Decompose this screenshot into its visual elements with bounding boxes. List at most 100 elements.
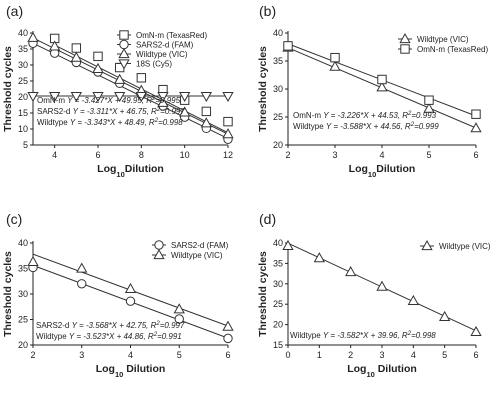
data-point — [114, 91, 126, 103]
data-point — [125, 296, 136, 306]
data-point — [92, 62, 104, 73]
legend-label: 18S (Cy5) — [136, 60, 172, 69]
chart-panel: (a) 5 10 15 20 25 30 35 40 4 6 8 10 12 Threshold cycle… — [2, 3, 234, 179]
x-axis-title: Log10 Dilution — [347, 363, 417, 379]
x-tick-label: 6 — [225, 350, 230, 360]
regression-equation: OmN-m Y = -3.427*X + 49.95, R2=0.995 — [37, 96, 181, 105]
data-point — [313, 252, 325, 263]
data-point — [376, 280, 388, 291]
x-axis-title-sub: 10 — [368, 170, 376, 179]
legend-label: Wildtype (VIC) — [439, 242, 491, 251]
x-axis-title-rest: Dilution — [125, 163, 164, 175]
data-point — [27, 31, 39, 42]
data-point — [179, 91, 191, 103]
equation-body: Y = -3.311*X + 46.75, R — [73, 107, 157, 116]
data-point — [173, 303, 185, 314]
x-axis-title-main: Log — [96, 363, 115, 375]
x-tick-label: 5 — [177, 350, 182, 360]
data-point — [135, 91, 147, 103]
x-tick-label: 6 — [95, 150, 100, 160]
data-point — [92, 91, 104, 103]
data-point — [200, 91, 212, 103]
equation-lead: Wildtype — [290, 331, 323, 340]
y-tick-label: 25 — [273, 299, 283, 309]
y-tick-label: 15 — [273, 340, 283, 350]
data-point — [330, 52, 340, 63]
equation-tail: =0.997 — [160, 107, 185, 116]
regression-equation: Wildtype Y = -3.588*X + 44.56, R2=0.999 — [293, 122, 439, 131]
data-point — [201, 106, 212, 117]
y-tick-label: 20 — [18, 92, 28, 102]
equation-body: Y = -3.568*X + 42.75, R — [72, 321, 157, 330]
regression-equation: Wildtype Y = -3.343*X + 48.49, R2=0.998 — [37, 118, 183, 127]
x-tick-label: 4 — [379, 150, 384, 160]
equation-body: Y = -3.427*X + 49.95, R — [67, 96, 152, 105]
legend-label: OmN-m (TexasRed) — [136, 31, 207, 40]
equation-r2-sup: 2 — [153, 332, 158, 338]
panel-letter: (d) — [259, 211, 276, 227]
equation-body: Y = -3.343*X + 48.49, R — [70, 118, 155, 127]
legend-marker — [421, 239, 433, 251]
x-axis-title-sub: 10 — [115, 370, 123, 379]
legend-label: Wildtype (VIC) — [171, 251, 223, 260]
equation-r2-sup: 2 — [407, 331, 412, 337]
x-tick-label: 2 — [285, 150, 290, 160]
data-point — [49, 40, 61, 51]
equation-body: Y = -3.588*X + 44.56, R — [326, 122, 411, 131]
data-point — [377, 74, 387, 85]
y-tick-label: 35 — [18, 44, 28, 54]
fit-line — [32, 42, 229, 139]
x-axis-title-sub: 10 — [116, 170, 124, 179]
regression-equation: OmN-m Y = -3.226*X + 44.53, R2=0.993 — [293, 111, 437, 120]
y-tick-label: 30 — [273, 84, 283, 94]
regression-equation: SARS2-d Y = -3.311*X + 46.75, R2=0.997 — [37, 107, 185, 116]
equation-tail: =0.998 — [411, 331, 436, 340]
x-axis-title-rest: Dilution — [123, 363, 165, 375]
equation-lead: Wildtype — [36, 332, 69, 341]
data-point — [157, 91, 169, 103]
x-axis-title-main: Log — [349, 163, 368, 175]
equation-body: Y = -3.582*X + 39.96, R — [323, 331, 408, 340]
y-tick-label: 40 — [18, 238, 28, 248]
y-tick-label: 15 — [18, 108, 28, 118]
equation-body: Y = -3.226*X + 44.53, R — [323, 111, 408, 120]
x-tick-label: 1 — [317, 350, 322, 360]
chart-panel: (c) 20 25 30 35 40 2 3 4 5 6 Threshold cycles Log10 … — [2, 211, 234, 379]
fit-line — [32, 37, 229, 135]
data-point — [71, 43, 82, 53]
x-tick-label: 0 — [285, 350, 290, 360]
legend-label: Wildtype (VIC) — [136, 50, 188, 59]
data-point — [136, 73, 147, 83]
x-tick-label: 3 — [79, 350, 84, 360]
data-point — [223, 333, 233, 344]
x-tick-label: 2 — [348, 350, 353, 360]
legend-marker — [119, 39, 129, 50]
y-tick-label: 5 — [23, 140, 28, 150]
x-tick-label: 2 — [30, 350, 35, 360]
equation-r2-sup: 2 — [407, 111, 412, 117]
y-tick-label: 40 — [273, 238, 283, 248]
y-tick-label: 35 — [273, 56, 283, 66]
legend-marker — [118, 47, 130, 59]
equation-body: Y = -3.523*X + 44.86, R — [69, 332, 154, 341]
regression-equation: Wildtype Y = -3.523*X + 44.86, R2=0.991 — [36, 332, 182, 341]
y-tick-label: 40 — [273, 28, 283, 38]
y-tick-label: 10 — [18, 124, 28, 134]
data-point — [439, 310, 451, 321]
equation-lead: OmN-m — [37, 96, 67, 105]
x-tick-label: 10 — [180, 150, 190, 160]
y-tick-label: 30 — [273, 279, 283, 289]
equation-r2-sup: 2 — [154, 118, 159, 124]
data-point — [174, 314, 184, 324]
data-point — [93, 51, 103, 62]
y-axis-title: Threshold cycles — [257, 251, 269, 337]
x-axis-title-sub: 10 — [366, 370, 374, 379]
equation-tail: =0.991 — [157, 332, 182, 341]
regression-equation: SARS2-d Y = -3.568*X + 42.75, R2=0.997 — [36, 321, 185, 330]
data-point — [114, 73, 126, 84]
legend-marker — [119, 30, 129, 40]
y-axis-title: Threshold cycles — [2, 251, 14, 337]
data-point — [27, 255, 39, 266]
data-point — [222, 320, 234, 331]
data-point — [329, 60, 341, 71]
